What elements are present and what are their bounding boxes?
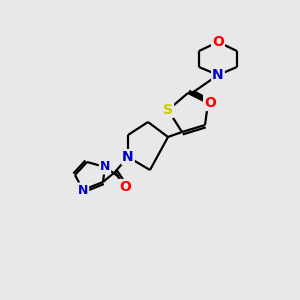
Text: N: N — [212, 68, 224, 82]
Text: N: N — [100, 160, 110, 173]
Text: O: O — [212, 35, 224, 49]
Text: N: N — [122, 150, 134, 164]
Text: O: O — [204, 96, 216, 110]
Text: N: N — [78, 184, 88, 196]
Text: S: S — [163, 103, 173, 117]
Text: O: O — [119, 180, 131, 194]
